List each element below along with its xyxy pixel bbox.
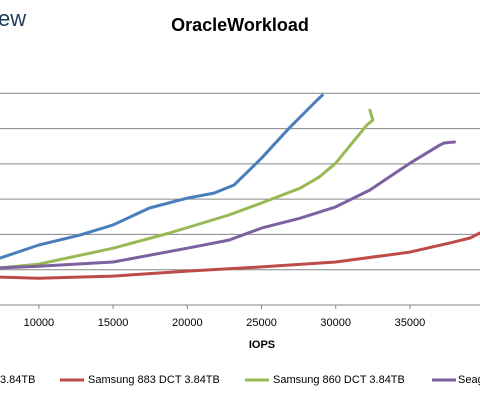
x-tick-label: 35000 [395,317,426,329]
legend-label: Samsung 860 DCT 3.84TB [273,374,405,386]
series-line [0,93,324,260]
series-line [0,108,375,270]
x-tick-label: 25000 [246,317,277,329]
x-tick-label: 15000 [98,317,129,329]
legend-label: Samsung 883 DCT 3.84TB [88,374,220,386]
x-tick-label: 20000 [172,317,203,329]
logo: ew [0,6,26,31]
x-tick-label: 30000 [320,317,351,329]
legend-label: Seag [458,374,480,386]
legend-label: 3.84TB [0,374,35,386]
chart-title: OracleWorkload [171,15,309,35]
x-axis-title: IOPS [249,339,275,351]
series-line [0,140,456,270]
x-tick-label: 10000 [24,317,55,329]
series-line [0,231,480,280]
